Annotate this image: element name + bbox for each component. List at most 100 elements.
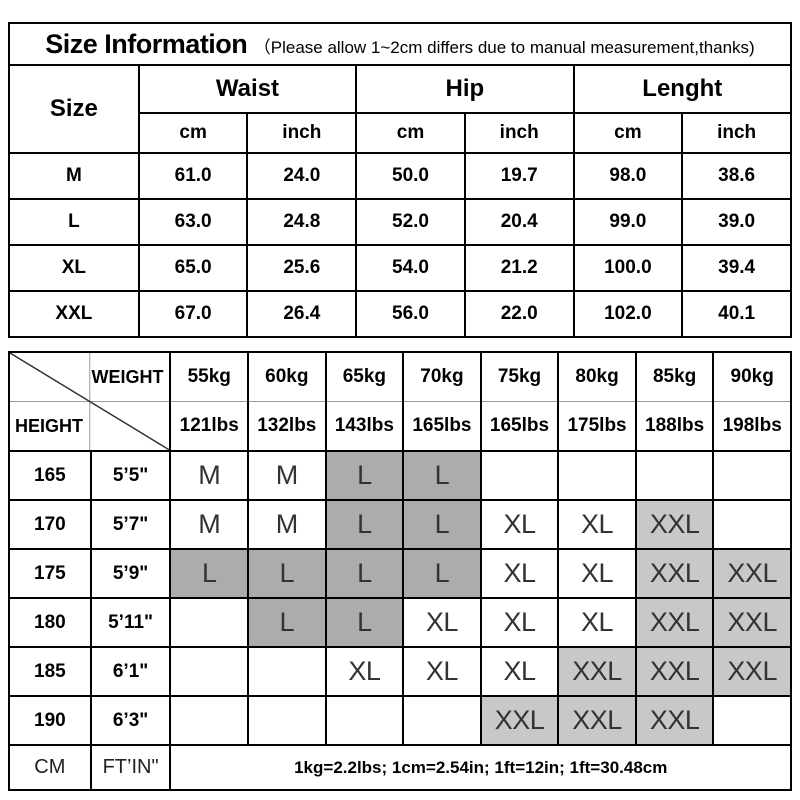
size-value-cell: 19.7	[463, 152, 575, 200]
height-weight-corner-cell: WEIGHT HEIGHT	[7, 351, 172, 452]
size-value-cell: 52.0	[355, 198, 466, 246]
size-value-cell: 26.4	[246, 290, 358, 338]
fit-cell	[169, 597, 250, 648]
group-header-row: Size Waist Hip Lenght	[8, 64, 793, 154]
fit-cell	[479, 450, 560, 501]
fit-cell: XL	[557, 597, 637, 648]
lbs-header-165b: 165lbs	[479, 401, 560, 452]
size-value-cell: 61.0	[137, 152, 249, 200]
kg-header-65: 65kg	[324, 351, 405, 402]
fit-cell: XL	[557, 548, 637, 599]
title-cell: Size Information （Please allow 1~2cm dif…	[8, 22, 792, 66]
fit-cell: L	[324, 597, 405, 648]
lbs-header-175: 175lbs	[557, 401, 637, 452]
title-row: Size Information （Please allow 1~2cm dif…	[8, 22, 792, 66]
height-row-165: 165 5’5" M M L L	[8, 450, 792, 501]
size-value-cell: 39.0	[681, 198, 792, 246]
height-cm-label: 170	[8, 499, 92, 550]
height-cm-label: 180	[8, 597, 92, 648]
fit-cell: XXL	[712, 597, 792, 648]
lbs-header-198: 198lbs	[712, 401, 792, 452]
fit-cell: XL	[402, 597, 482, 648]
height-cm-label: 190	[8, 695, 92, 746]
weight-kg-header-row: WEIGHT HEIGHT 55kg 60kg 65kg 70kg 75kg 8…	[7, 351, 792, 452]
height-row-190: 190 6’3" XXL XXL XXL	[8, 695, 792, 746]
size-value-cell: 56.0	[355, 290, 466, 338]
title-note: （Please allow 1~2cm differs due to manua…	[253, 37, 755, 57]
fit-cell: XXL	[634, 548, 715, 599]
kg-header-85: 85kg	[634, 351, 715, 402]
fit-cell	[634, 450, 715, 501]
unit-header-hip-inch: inch	[463, 112, 575, 154]
unit-header-waist-inch: inch	[246, 112, 358, 154]
fit-cell: XXL	[557, 646, 637, 697]
unit-header-lenght-cm: cm	[572, 112, 684, 154]
weight-axis-label: WEIGHT	[91, 367, 164, 387]
height-weight-table: WEIGHT HEIGHT 55kg 60kg 65kg 70kg 75kg 8…	[7, 351, 792, 791]
height-ftin-label: 6’3"	[89, 695, 172, 746]
height-cm-label: 175	[8, 548, 92, 599]
size-value-cell: 67.0	[137, 290, 249, 338]
size-value-cell: 63.0	[137, 198, 249, 246]
fit-cell	[324, 695, 405, 746]
footer-cm-label: CM	[8, 744, 92, 791]
fit-cell: M	[247, 499, 327, 550]
size-value-cell: 54.0	[355, 244, 466, 292]
unit-header-hip-cm: cm	[355, 112, 466, 154]
group-header-waist: Waist	[137, 64, 358, 114]
fit-cell: XL	[479, 646, 560, 697]
group-header-hip: Hip	[355, 64, 575, 114]
size-value-cell: 98.0	[572, 152, 684, 200]
fit-cell: L	[324, 499, 405, 550]
height-ftin-label: 5’11"	[89, 597, 172, 648]
height-row-170: 170 5’7" M M L L XL XL XXL	[8, 499, 792, 550]
unit-header-waist-cm: cm	[137, 112, 249, 154]
height-row-175: 175 5’9" L L L L XL XL XXL XXL	[8, 548, 792, 599]
fit-cell: L	[402, 499, 482, 550]
size-measurements-table: Size Information （Please allow 1~2cm dif…	[8, 22, 793, 338]
fit-cell	[169, 646, 250, 697]
size-row-xl: XL 65.0 25.6 54.0 21.2 100.0 39.4	[8, 244, 792, 292]
fit-cell: L	[247, 548, 327, 599]
group-header-lenght: Lenght	[572, 64, 793, 114]
lbs-header-121: 121lbs	[169, 401, 250, 452]
fit-cell	[712, 450, 792, 501]
kg-header-80: 80kg	[557, 351, 637, 402]
size-row-l: L 63.0 24.8 52.0 20.4 99.0 39.0	[8, 198, 792, 246]
fit-cell: L	[324, 450, 405, 501]
fit-cell: XL	[324, 646, 405, 697]
lbs-header-143: 143lbs	[324, 401, 405, 452]
size-value-cell: 99.0	[572, 198, 684, 246]
lbs-header-188: 188lbs	[634, 401, 715, 452]
height-cm-label: 185	[8, 646, 92, 697]
height-axis-label: HEIGHT	[15, 416, 84, 436]
footer-row: CM FT’IN" 1kg=2.2lbs; 1cm=2.54in; 1ft=12…	[8, 744, 792, 791]
kg-header-70: 70kg	[402, 351, 482, 402]
fit-cell: XXL	[479, 695, 560, 746]
size-label: M	[8, 152, 140, 200]
height-cm-label: 165	[8, 450, 92, 501]
unit-header-lenght-inch: inch	[681, 112, 792, 154]
fit-cell: M	[169, 450, 250, 501]
fit-cell: XXL	[712, 646, 792, 697]
fit-cell: XL	[479, 597, 560, 648]
fit-cell	[712, 695, 792, 746]
fit-cell: XXL	[712, 548, 792, 599]
lbs-header-132: 132lbs	[247, 401, 327, 452]
size-value-cell: 65.0	[137, 244, 249, 292]
size-value-cell: 39.4	[681, 244, 792, 292]
height-ftin-label: 5’5"	[89, 450, 172, 501]
diagonal-divider	[10, 353, 169, 450]
size-label: L	[8, 198, 140, 246]
size-value-cell: 24.8	[246, 198, 358, 246]
fit-cell: L	[402, 450, 482, 501]
fit-cell: M	[247, 450, 327, 501]
fit-cell: XL	[479, 548, 560, 599]
height-row-185: 185 6’1" XL XL XL XXL XXL XXL	[8, 646, 792, 697]
lbs-header-165a: 165lbs	[402, 401, 482, 452]
height-ftin-label: 6’1"	[89, 646, 172, 697]
size-label: XL	[8, 244, 140, 292]
size-value-cell: 20.4	[463, 198, 575, 246]
size-label: XXL	[8, 290, 140, 338]
weight-lbs-header-row: 121lbs 132lbs 143lbs 165lbs 165lbs 175lb…	[9, 401, 792, 452]
